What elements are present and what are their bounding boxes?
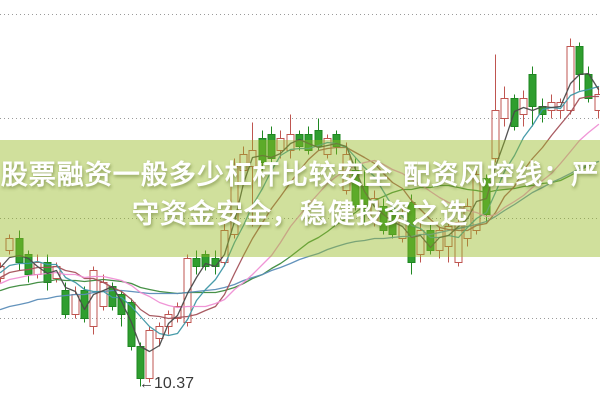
title-banner: 股票融资一般多少杠杆比较安全 配资风控线：严 守资金安全，稳健投资之选: [0, 140, 600, 257]
low-price-annotation: ← 10.37: [139, 375, 194, 393]
headline-line-1: 股票融资一般多少杠杆比较安全 配资风控线：严: [0, 160, 600, 191]
headline-line-2: 守资金安全，稳健投资之选: [132, 199, 468, 230]
left-arrow-icon: ←: [139, 375, 154, 392]
low-price-label: 10.37: [154, 375, 195, 392]
